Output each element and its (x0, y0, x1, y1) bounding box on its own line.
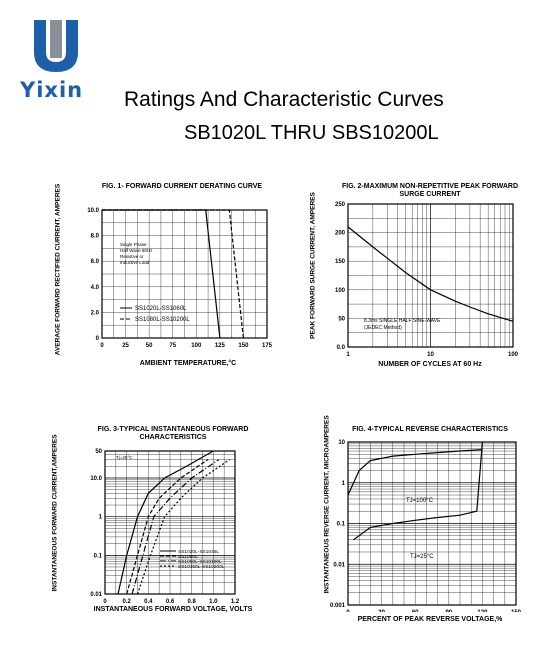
plot-frame (104, 450, 236, 595)
series-line (131, 459, 220, 595)
x-tick-label: 100 (191, 343, 202, 349)
y-tick-label: 2.0 (91, 310, 100, 316)
fig3-xlabel: INSTANTANEOUS FORWARD VOLTAGE, VOLTS (93, 606, 253, 613)
series-line (347, 226, 514, 322)
y-tick-label: 10 (338, 440, 345, 446)
plot-frame (347, 441, 517, 606)
x-tick-label: 1 (346, 352, 350, 358)
series-line (126, 459, 209, 595)
y-tick-label: 150 (335, 259, 346, 265)
y-tick-label: 0 (96, 336, 100, 342)
fig4-xlabel: PERCENT OF PEAK REVERSE VOLTAGE,% (357, 616, 503, 623)
y-tick-label: 100 (335, 288, 346, 294)
fig4-title: FIG. 4-TYPICAL REVERSE CHARACTERISTICS (352, 426, 508, 433)
y-tick-label: 0.0 (337, 345, 346, 351)
x-tick-label: 0 (100, 343, 104, 349)
series-line (136, 459, 230, 595)
series-line (353, 441, 483, 541)
x-tick-label: 0.2 (122, 599, 131, 605)
annotation-text: Inductive Load (120, 260, 150, 265)
x-tick-label: 75 (169, 343, 176, 349)
legend-label: SS1080L-SS10100L (178, 559, 222, 565)
fig2-chart: 1 10 100 0.0 50 100 150 200 250 8.3ms SINGLE HALF… (335, 202, 519, 358)
y-tick-label: 0.001 (330, 603, 346, 609)
y-tick-label: 0.1 (94, 553, 103, 559)
fig3-chart: 0 0.2 0.4 0.6 0.8 1.0 1.2 0.01 0.1 1 10.0 50 Tj=25°C… (90, 449, 240, 605)
page-title: Ratings And Characteristic Curves (124, 88, 444, 111)
annotation-text: Half Wave 60Hz (120, 248, 153, 253)
annotation-text: 8.3ms SINGLE HALF SINE-WAVE (364, 318, 441, 324)
x-tick-label: 1.2 (231, 599, 240, 605)
y-tick-label: 6.0 (91, 259, 100, 265)
x-tick-label: 150 (511, 610, 522, 612)
x-tick-label: 50 (146, 343, 153, 349)
annotation-text: Resistive or (120, 254, 144, 259)
series-label: TJ=100°C (406, 498, 434, 504)
fig2-ylabel: PEAK FORWARD SURGE CURRENT, AMPERES (309, 192, 317, 339)
x-tick-label: 0 (346, 610, 350, 612)
fig1-chart: 0 25 50 75 100 125 150 175 0 2.0 4.0 6.0 8.0 10.0 Sing… (87, 208, 273, 349)
legend-label: SS1020L-SS1060L (135, 306, 187, 312)
x-tick-label: 100 (508, 352, 519, 358)
x-tick-label: 30 (378, 610, 385, 612)
fig4-chart: 0 30 60 90 120 150 0.001 0.01 0.1 1 10 TJ=100°C TJ=2… (330, 440, 522, 612)
y-tick-label: 0.1 (337, 522, 346, 528)
legend-label: SS1080L-SS10200L (135, 317, 190, 323)
y-tick-label: 4.0 (91, 285, 100, 291)
y-tick-label: 8.0 (91, 234, 100, 240)
x-tick-label: 25 (122, 343, 129, 349)
y-tick-label: 0.01 (90, 592, 102, 598)
plot-frame (347, 203, 514, 348)
annotation-text: Single Phase (120, 242, 147, 247)
x-tick-label: 125 (215, 343, 226, 349)
annotation-text: (JEDEC Method) (364, 325, 402, 331)
x-tick-label: 175 (262, 343, 273, 349)
legend-label: SS10150L-SS10200L (178, 564, 225, 570)
fig2-title: FIG. 2-MAXIMUM NON-REPETITIVE PEAK FORWA… (341, 183, 519, 198)
series-line (117, 450, 214, 595)
fig1-ylabel: AVERAGE FORWARD RECTIFIED CURRENT, AMPER… (54, 183, 62, 356)
company-logo: Yixin (20, 16, 92, 102)
y-tick-label: 0.01 (333, 562, 345, 568)
y-tick-label: 50 (338, 316, 345, 322)
y-tick-label: 1 (99, 515, 103, 521)
page-subtitle: SB1020L THRU SBS10200L (184, 122, 439, 144)
y-tick-label: 10.0 (87, 208, 99, 214)
x-tick-label: 90 (445, 610, 452, 612)
yixin-logo-mark (34, 20, 78, 72)
y-tick-label: 200 (335, 231, 346, 237)
x-tick-label: 150 (238, 343, 249, 349)
series-label: TJ=25°C (410, 554, 434, 560)
x-tick-label: 120 (477, 610, 488, 612)
x-tick-label: 0.8 (187, 599, 196, 605)
x-tick-label: 10 (427, 352, 434, 358)
fig1-title: FIG. 1- FORWARD CURRENT DERATING CURVE (101, 183, 263, 190)
x-tick-label: 0.4 (144, 599, 153, 605)
series-line (347, 449, 483, 496)
x-tick-label: 60 (412, 610, 419, 612)
y-tick-label: 250 (335, 202, 346, 208)
brand-name: Yixin (20, 78, 84, 102)
y-tick-label: 10.0 (90, 476, 102, 482)
x-tick-label: 1.0 (209, 599, 218, 605)
fig3-ylabel: INSTANTANEOUS FORWARD CURRENT,AMPERES (51, 434, 59, 592)
legend-label: SS1020L-SS1045L (178, 549, 219, 555)
fig1-xlabel: AMBIENT TEMPERATURE,°C (139, 360, 237, 367)
fig3-title: FIG. 3-TYPICAL INSTANTANEOUS FORWARD CHA… (97, 426, 249, 441)
series-line (102, 209, 244, 339)
x-tick-label: 0 (103, 599, 107, 605)
fig2-xlabel: NUMBER OF CYCLES AT 60 Hz (378, 361, 482, 368)
y-tick-label: 1 (342, 481, 346, 487)
annotation-text: Tj=25°C (116, 455, 133, 460)
x-tick-label: 0.6 (166, 599, 175, 605)
y-tick-label: 50 (95, 449, 102, 455)
legend-label: SS1060L (178, 554, 198, 560)
